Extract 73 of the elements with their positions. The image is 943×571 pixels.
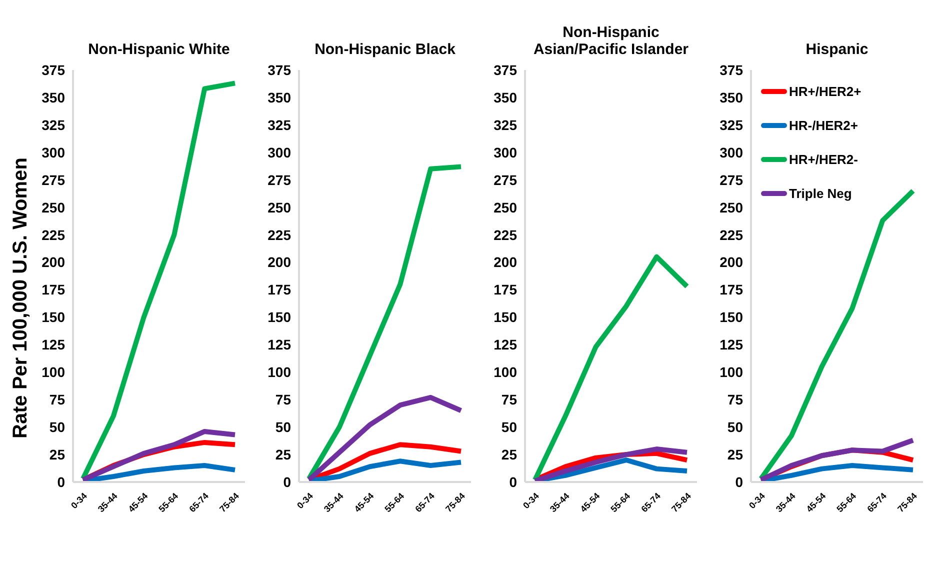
y-tick-label: 50 (501, 419, 518, 436)
y-tick-label: 325 (720, 116, 744, 133)
y-tick-label: 275 (720, 172, 744, 188)
y-tick-label: 350 (268, 89, 292, 106)
y-tick-label: 125 (42, 336, 66, 353)
y-tick-label: 225 (494, 226, 518, 243)
y-tick-label: 175 (42, 282, 66, 298)
y-tick-label: 100 (494, 364, 518, 380)
y-tick-label: 50 (727, 419, 744, 436)
y-tick-label: 100 (720, 364, 744, 380)
y-tick-label: 0 (735, 474, 744, 490)
y-tick-label: 200 (494, 254, 518, 270)
y-tick-label: 225 (268, 226, 292, 243)
chart-title: Hispanic (806, 41, 868, 58)
y-tick-label: 75 (501, 392, 518, 408)
y-tick-label: 275 (494, 172, 518, 188)
y-tick-label: 225 (42, 226, 66, 243)
chart-title: Non-Hispanic Black (314, 41, 456, 58)
y-tick-label: 325 (42, 116, 66, 133)
y-tick-label: 200 (268, 254, 292, 270)
y-tick-label: 50 (275, 419, 292, 436)
y-tick-label: 200 (42, 254, 66, 270)
y-tick-label: 325 (494, 116, 518, 133)
y-tick-label: 350 (42, 89, 66, 106)
y-tick-label: 125 (268, 336, 292, 353)
y-tick-label: 25 (727, 446, 744, 463)
y-tick-label: 300 (268, 144, 292, 160)
y-tick-label: 25 (501, 446, 518, 463)
y-tick-label: 150 (42, 309, 66, 326)
y-tick-label: 375 (42, 62, 66, 78)
y-tick-label: 25 (49, 446, 66, 463)
y-tick-label: 325 (268, 116, 292, 133)
y-tick-label: 225 (720, 226, 744, 243)
y-tick-label: 275 (42, 172, 66, 188)
y-tick-label: 350 (720, 89, 744, 106)
legend-label: HR+/HER2+ (789, 84, 862, 98)
y-tick-label: 250 (494, 199, 518, 216)
chart-title: Non-Hispanic Asian/Pacific Islander (532, 24, 690, 58)
legend-label: HR+/HER2- (789, 152, 858, 166)
y-tick-label: 175 (494, 282, 518, 298)
y-tick-label: 375 (268, 62, 292, 78)
y-tick-label: 0 (283, 474, 292, 490)
y-axis-title: Rate Per 100,000 U.S. Women (10, 158, 32, 438)
y-tick-label: 0 (509, 474, 518, 490)
y-tick-label: 125 (720, 336, 744, 353)
legend-label: Triple Neg (789, 186, 852, 200)
y-tick-label: 200 (720, 254, 744, 270)
y-tick-label: 100 (268, 364, 292, 380)
y-tick-label: 125 (494, 336, 518, 353)
y-tick-label: 175 (268, 282, 292, 298)
y-tick-label: 375 (494, 62, 518, 78)
y-tick-label: 275 (268, 172, 292, 188)
chart-title: Non-Hispanic White (88, 41, 230, 58)
y-tick-label: 75 (727, 392, 744, 408)
y-tick-label: 75 (275, 392, 292, 408)
y-tick-label: 300 (42, 144, 66, 160)
y-tick-label: 375 (720, 62, 744, 78)
y-tick-label: 300 (720, 144, 744, 160)
y-tick-label: 150 (720, 309, 744, 326)
y-tick-label: 25 (275, 446, 292, 463)
y-tick-label: 0 (57, 474, 66, 490)
y-tick-label: 75 (49, 392, 66, 408)
y-tick-label: 350 (494, 89, 518, 106)
y-tick-label: 250 (42, 199, 66, 216)
y-tick-label: 250 (268, 199, 292, 216)
y-tick-label: 50 (49, 419, 66, 436)
y-tick-label: 150 (494, 309, 518, 326)
y-tick-label: 300 (494, 144, 518, 160)
y-tick-label: 100 (42, 364, 66, 380)
y-tick-label: 250 (720, 199, 744, 216)
legend-label: HR-/HER2+ (789, 118, 858, 132)
y-tick-label: 150 (268, 309, 292, 326)
y-tick-label: 175 (720, 282, 744, 298)
